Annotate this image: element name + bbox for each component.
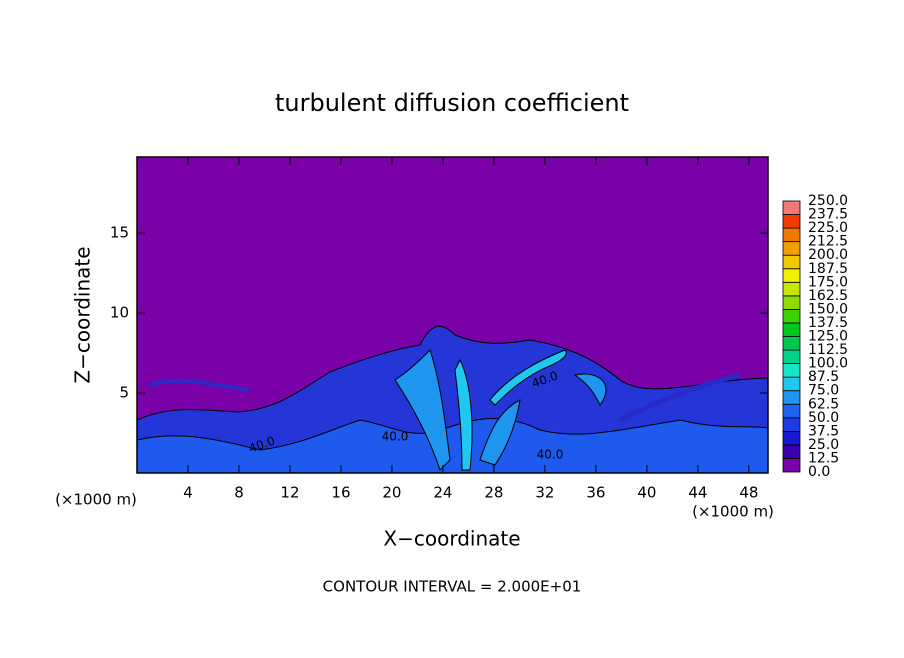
colorbar-box [782, 390, 801, 405]
x-tick-label: 24 [433, 484, 452, 502]
y-axis-label: Z−coordinate [71, 246, 95, 383]
contour-label: 40.0 [382, 430, 409, 444]
field-streak [618, 372, 741, 423]
field-region [573, 373, 607, 406]
colorbar-box [782, 241, 801, 256]
x-tick-label: 8 [234, 484, 244, 502]
plot-frame [136, 156, 769, 474]
y-tick-label: 15 [110, 224, 129, 242]
colorbar-label: 125.0 [808, 329, 848, 345]
colorbar-label: 250.0 [808, 193, 848, 209]
colorbar-label: 175.0 [808, 274, 848, 290]
colorbar-label: 50.0 [808, 410, 839, 426]
colorbar-box [782, 281, 801, 297]
annotation: CONTOUR INTERVAL = 2.000E+01 [323, 578, 582, 596]
colorbar-box [782, 444, 801, 459]
colorbar-box [782, 295, 801, 310]
colorbar-box [782, 458, 801, 473]
colorbar-box [782, 417, 801, 432]
colorbar-label: 225.0 [808, 220, 848, 236]
colorbar-label: 87.5 [808, 369, 839, 385]
x-tick-label: 20 [382, 484, 401, 502]
colorbar-box [782, 349, 801, 364]
colorbar-box [782, 308, 801, 324]
colorbar-label: 25.0 [808, 437, 839, 453]
colorbar-label: 212.5 [808, 234, 848, 250]
colorbar-box [782, 430, 801, 446]
colorbar-label: 162.5 [808, 288, 848, 304]
field-region [489, 349, 567, 406]
x-unit-label: (×1000 m) [692, 503, 774, 521]
colorbar-label: 150.0 [808, 301, 848, 317]
chart-title: turbulent diffusion coefficient [275, 89, 629, 117]
y-tick-label: 10 [110, 304, 129, 322]
colorbar-box [782, 200, 801, 215]
x-unit-label: (×1000 m) [55, 491, 137, 509]
colorbar-label: 187.5 [808, 261, 848, 277]
colorbar-label: 200.0 [808, 247, 848, 263]
field-region [454, 358, 473, 471]
x-tick-label: 4 [183, 484, 193, 502]
field-region [479, 399, 521, 466]
field-streak [149, 378, 251, 392]
colorbar-label: 12.5 [808, 450, 839, 466]
colorbar-label: 112.5 [808, 342, 848, 358]
x-axis-label: X−coordinate [383, 527, 520, 551]
y-tick-label: 5 [119, 384, 129, 402]
x-tick-label: 44 [688, 484, 707, 502]
x-tick-label: 12 [280, 484, 299, 502]
colorbar-label: 62.5 [808, 396, 839, 412]
colorbar-box [782, 322, 801, 337]
colorbar-label: 75.0 [808, 383, 839, 399]
colorbar-box [782, 227, 801, 243]
colorbar-label: 37.5 [808, 423, 839, 439]
colorbar-label: 100.0 [808, 356, 848, 372]
colorbar-box [782, 336, 801, 351]
x-tick-label: 16 [331, 484, 350, 502]
colorbar-label: 137.5 [808, 315, 848, 331]
colorbar-box [782, 254, 801, 270]
x-tick-label: 36 [586, 484, 605, 502]
contour-label: 40.0 [537, 448, 564, 462]
colorbar-box [782, 403, 801, 419]
x-tick-label: 32 [535, 484, 554, 502]
colorbar-box [782, 376, 801, 392]
field-region [394, 349, 451, 471]
field [136, 157, 769, 474]
colorbar-label: 0.0 [808, 464, 830, 480]
colorbar-box [782, 268, 801, 283]
x-tick-label: 48 [739, 484, 758, 502]
colorbar-box [782, 214, 801, 229]
colorbar-label: 237.5 [808, 207, 848, 223]
x-tick-label: 40 [637, 484, 656, 502]
colorbar-box [782, 363, 801, 378]
x-tick-label: 28 [484, 484, 503, 502]
